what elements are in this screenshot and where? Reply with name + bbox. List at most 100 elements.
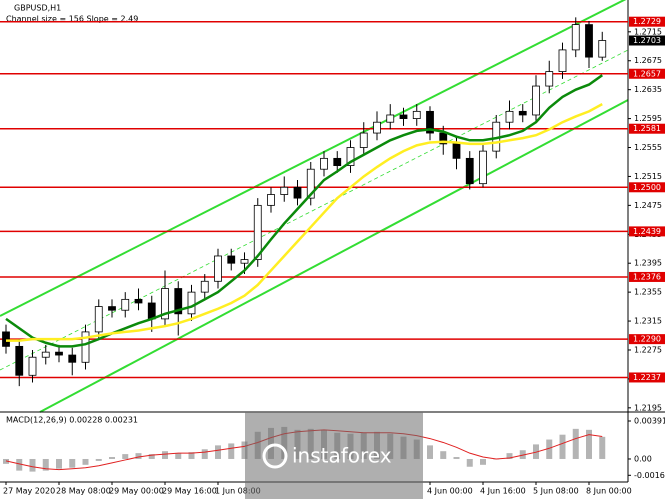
candle-body [452,143,461,159]
macd-bar [82,458,89,465]
candle-body [253,204,262,260]
candle-body [479,150,487,185]
macd-bar [122,454,129,459]
candle-body [465,157,474,185]
candle-body [15,345,24,376]
channel-upper [0,0,627,317]
macd-bar [440,451,447,459]
level-label-box [629,334,665,345]
candle-body [94,306,103,333]
macd-bar [201,449,208,459]
y-tick-label: 1.2715 [634,27,662,36]
x-tick-label: 8 Jun 00:00 [586,487,632,496]
candle-body [28,356,37,376]
candle-body [200,280,209,293]
y2-tick-label: 0.00391 [634,416,665,425]
macd-bar [427,445,433,459]
level-label: 1.2376 [633,272,661,281]
channel-middle [0,49,629,371]
candle-body [147,302,156,320]
candle-body [41,351,50,358]
y-tick-label: 1.2675 [634,56,662,65]
macd-bar [56,458,62,469]
y-tick-label: 1.2635 [634,85,662,94]
macd-bar [29,458,36,472]
candle-body [55,351,63,356]
macd-bar [109,457,115,459]
level-label: 1.2581 [633,124,661,133]
level-label-box [629,372,665,383]
macd-bar [215,445,221,459]
regression-channel [0,0,629,413]
x-tick-label: 27 May 2020 [3,487,55,496]
macd-bar [599,436,606,459]
macd-bar [42,458,49,471]
candle-body [320,157,328,170]
candle-body [346,147,355,166]
moving-average [6,103,603,342]
macd-bar [162,451,168,459]
macd-bar [228,443,235,459]
level-label: 1.2500 [633,183,661,192]
macd-bar [188,452,195,459]
candle-body [439,132,448,145]
y-tick-label: 1.2315 [634,317,662,326]
level-label-box [629,68,665,79]
macd-bar [135,453,142,459]
candle-body [227,255,236,264]
candle-body [108,306,116,311]
candle-body [81,331,90,363]
candle-body [585,24,593,58]
last-price-box [629,35,665,46]
y-tick-label: 1.2275 [634,345,662,354]
macd-bar [572,428,579,459]
candle-body [532,85,540,116]
level-label-box [629,226,665,237]
x-tick-label: 4 Jun 00:00 [427,487,473,496]
macd-bar [148,454,155,459]
candle-body [373,121,381,134]
candle-body [174,288,183,315]
candle-body [121,298,130,311]
y-tick-label: 1.2595 [634,114,662,123]
y2-tick-label: -0.00168 [634,471,665,480]
moving-average [5,74,603,348]
watermark-band [245,412,423,499]
level-label: 1.2729 [633,17,661,26]
candle-body [240,259,249,264]
y-tick-label: 1.2515 [634,172,662,181]
candle-body [161,288,169,320]
candle-body [399,114,408,119]
candle-body [2,331,10,347]
y-tick-label: 1.2395 [634,259,662,268]
level-label-box [629,271,665,282]
level-label: 1.2439 [633,227,661,236]
chart-title: GBPUSD,H1 [14,4,61,13]
candle-body [333,157,342,166]
level-label-box [629,16,665,27]
macd-bar [466,458,473,467]
x-tick-label: 29 May 00:00 [109,487,164,496]
x-tick-label: 29 May 16:00 [162,487,217,496]
candle-body [68,354,77,363]
candle-body [412,110,421,119]
x-tick-label: 1 Jun 08:00 [215,487,261,496]
y2-tick-label: 0.00 [634,454,652,463]
macd-bar [69,458,76,468]
y-tick-label: 1.2555 [634,143,662,152]
level-label-box [629,123,665,134]
macd-bar [546,439,553,459]
x-tick-label: 5 Jun 08:00 [533,487,579,496]
candle-body [426,110,434,134]
macd-title: MACD(12,26,9) 0.00228 0.00231 [6,416,138,425]
level-label: 1.2657 [633,69,661,78]
macd-bar [480,458,486,465]
y-tick-label: 1.2475 [634,201,662,210]
x-tick-label: 4 Jun 16:00 [480,487,526,496]
candle-body [280,186,289,195]
chart-subtitle: Channel size = 156 Slope = 2.49 [6,15,138,24]
candle-body [293,186,302,199]
channel-lower [39,99,629,413]
candle-body [359,132,368,148]
macd-bar [586,429,592,459]
